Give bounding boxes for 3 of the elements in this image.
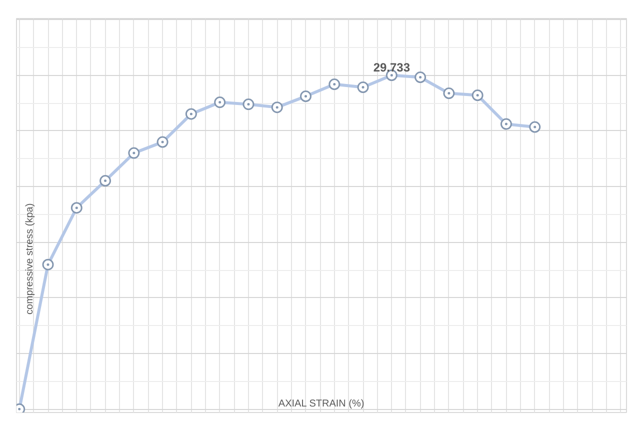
y-axis-title: compressive stress (kpa) [24, 203, 36, 314]
text: 29.733 [373, 60, 410, 74]
x-axis-title: AXIAL STRAIN (%) [278, 398, 364, 410]
